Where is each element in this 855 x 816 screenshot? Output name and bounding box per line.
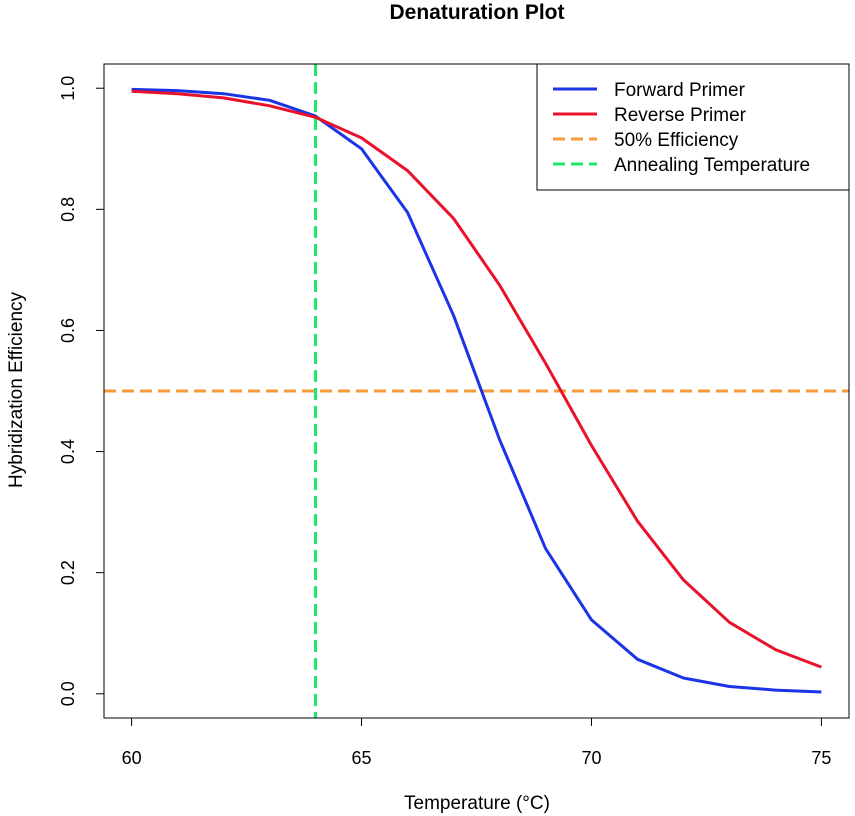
x-axis: 60 65 70 75 (122, 717, 831, 768)
y-tick-label: 0.2 (58, 560, 78, 585)
series-lines (131, 87, 822, 694)
series-line-reverse-primer (131, 89, 822, 669)
chart-title: Denaturation Plot (389, 1, 564, 24)
y-tick-label: 0.0 (58, 681, 78, 706)
x-tick-label: 70 (581, 748, 601, 768)
legend-label-annealing-temperature: Annealing Temperature (614, 155, 810, 176)
y-tick-label: 0.6 (58, 318, 78, 343)
y-tick-label: 0.4 (58, 439, 78, 464)
legend-label-forward-primer: Forward Primer (614, 80, 746, 101)
x-tick-label: 65 (352, 748, 372, 768)
x-tick-label: 60 (122, 748, 142, 768)
y-tick-label: 0.8 (58, 197, 78, 222)
x-axis-label: Temperature (°C) (404, 793, 550, 814)
y-tick-label: 1.0 (58, 76, 78, 101)
legend-box (536, 63, 850, 191)
legend: Forward Primer Reverse Primer 50% Efficien… (536, 63, 850, 191)
legend-label-reverse-primer: Reverse Primer (614, 105, 747, 126)
y-axis-label: Hybridization Efficiency (6, 291, 27, 488)
legend-label-50-efficiency: 50% Efficiency (614, 130, 739, 151)
y-axis: 0.0 0.2 0.4 0.6 0.8 1.0 (58, 76, 105, 706)
series-line-forward-primer (131, 87, 822, 694)
reference-lines (104, 64, 849, 718)
x-tick-label: 75 (811, 748, 831, 768)
